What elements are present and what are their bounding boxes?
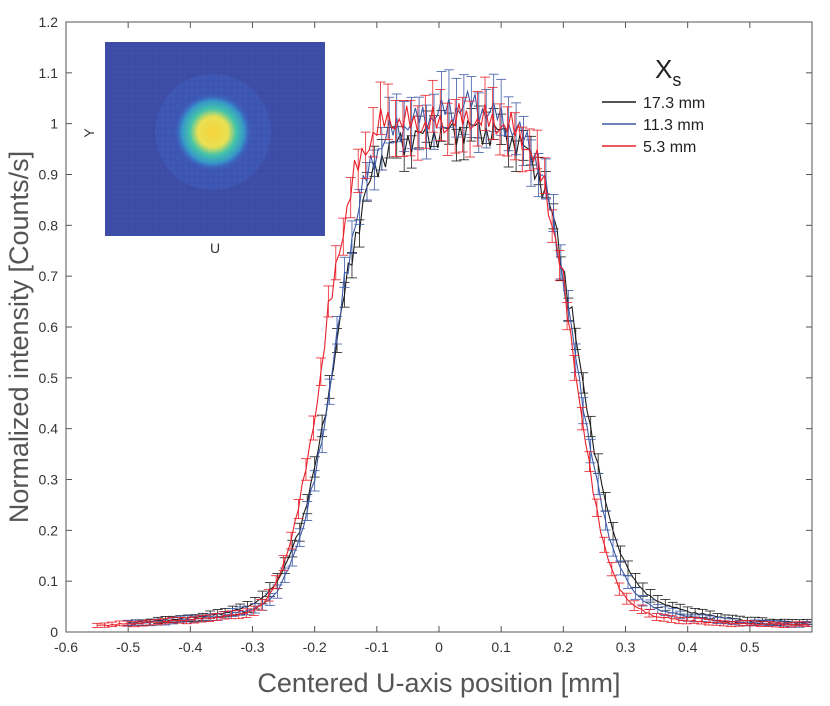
- y-tick-label: 0.9: [39, 167, 59, 183]
- series-line: [128, 119, 811, 624]
- x-tick-label: -0.5: [116, 639, 140, 655]
- y-tick-label: 0.5: [39, 370, 59, 386]
- x-tick-label: 0.2: [554, 639, 574, 655]
- inset-y-label: Y: [81, 128, 97, 138]
- x-axis-label: Centered U-axis position [mm]: [257, 668, 620, 698]
- x-tick-label: -0.2: [303, 639, 327, 655]
- inset-x-label: U: [210, 240, 220, 256]
- y-tick-label: 0.8: [39, 217, 59, 233]
- y-tick-label: 1: [50, 116, 58, 132]
- series-layer: [92, 69, 813, 628]
- y-axis-label: Normalized intensity [Counts/s]: [4, 151, 34, 523]
- x-tick-label: 0.1: [491, 639, 511, 655]
- y-tick-label: 0: [50, 624, 58, 640]
- y-tick-label: 0.1: [39, 573, 59, 589]
- x-tick-label: -0.1: [365, 639, 389, 655]
- tick-layer: -0.6 -0.5 -0.4 -0.3 -0.2 -0.1 0 0.1 0.2 0.3 0.4 0.5…: [39, 14, 812, 655]
- y-tick-label: 0.3: [39, 472, 59, 488]
- x-tick-label: -0.6: [54, 639, 78, 655]
- y-tick-label: 0.6: [39, 319, 59, 335]
- series-line: [97, 103, 810, 627]
- legend-title: Xs: [655, 54, 681, 90]
- y-tick-label: 1.1: [39, 65, 59, 81]
- y-tick-label: 0.7: [39, 268, 59, 284]
- x-tick-label: -0.3: [240, 639, 264, 655]
- x-tick-label: 0.3: [616, 639, 636, 655]
- inset-pixel-grid: [105, 42, 325, 236]
- x-tick-label: 0.4: [678, 639, 698, 655]
- y-tick-label: 0.2: [39, 522, 59, 538]
- legend-items: 17.3 mm 11.3 mm 5.3 mm: [602, 95, 705, 156]
- x-tick-label: 0.5: [740, 639, 760, 655]
- legend: Xs 17.3 mm 11.3 mm 5.3 mm: [602, 54, 705, 156]
- legend-label: 5.3 mm: [643, 139, 696, 156]
- legend-label: 11.3 mm: [643, 117, 704, 134]
- x-tick-label: 0: [435, 639, 443, 655]
- y-tick-label: 0.4: [39, 421, 59, 437]
- inset-heatmap: U Y: [81, 42, 325, 256]
- series-11-3-mm: [123, 69, 813, 628]
- x-tick-label: -0.4: [178, 639, 202, 655]
- legend-label: 17.3 mm: [643, 95, 705, 112]
- y-tick-label: 1.2: [39, 14, 59, 30]
- series-5-3-mm: [92, 76, 811, 628]
